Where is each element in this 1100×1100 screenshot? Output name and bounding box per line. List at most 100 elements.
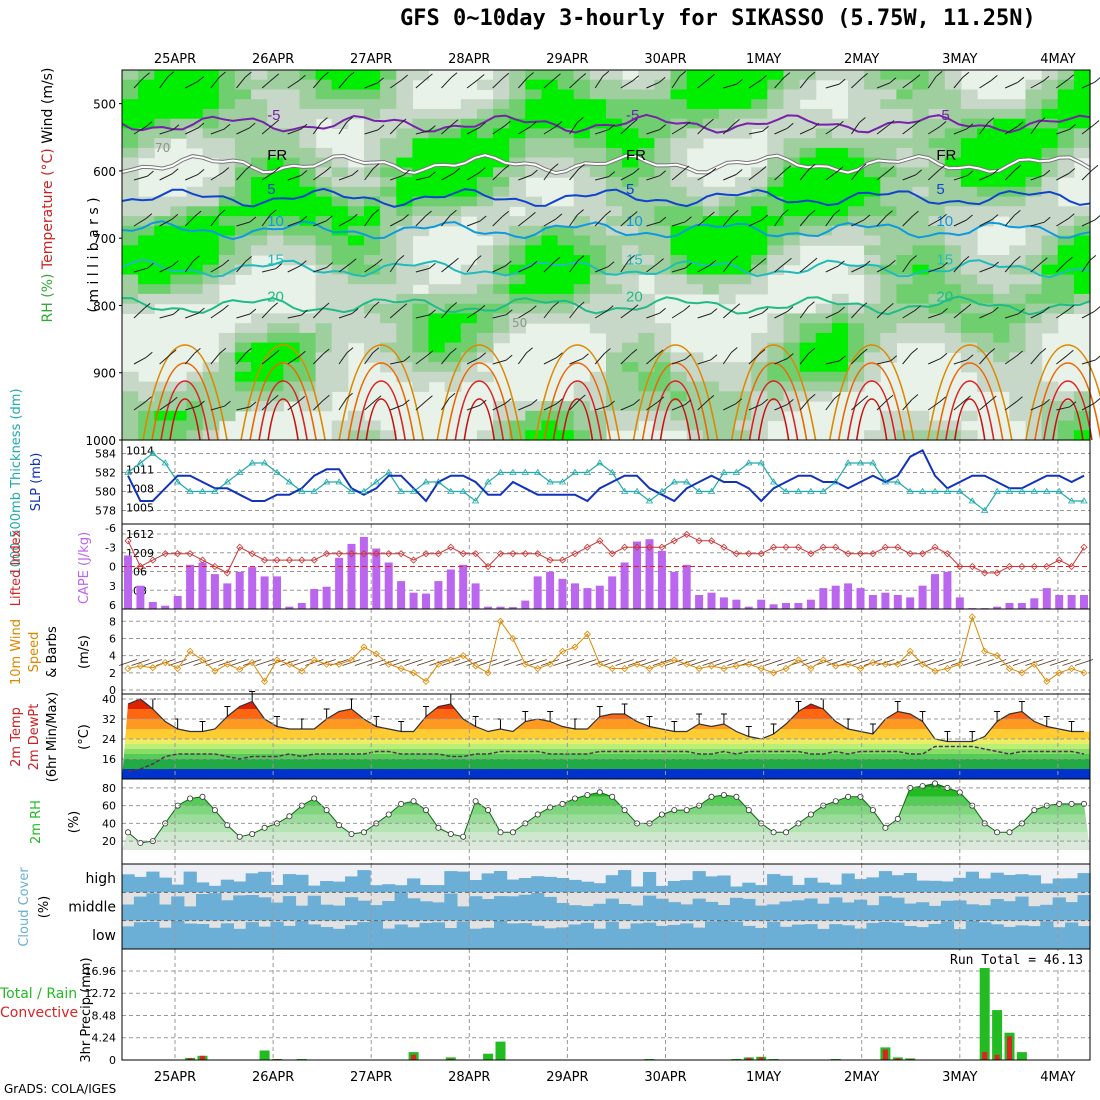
rh-cell — [396, 196, 413, 207]
rh-cell — [686, 352, 704, 363]
wind-barb — [236, 261, 246, 273]
wind-barb-flag — [555, 121, 563, 127]
rh-cell — [1057, 157, 1075, 168]
rh-cell — [412, 313, 430, 324]
rh-cell — [670, 167, 688, 178]
rh-cell — [783, 362, 801, 373]
cloud-bar — [705, 901, 719, 921]
rh-cell — [493, 245, 510, 256]
rh-cell — [509, 420, 526, 431]
rh-cell — [993, 108, 1010, 120]
wind-speed-marker — [261, 677, 269, 685]
rh-cell — [138, 147, 155, 159]
wind-barb-flag — [577, 301, 585, 308]
rh-cell — [1041, 89, 1059, 100]
rh-cell — [751, 342, 768, 353]
wind-barb-flag — [786, 306, 794, 313]
rh-cell — [202, 99, 220, 110]
cloud-bar — [208, 893, 222, 921]
wind-barb — [543, 218, 557, 227]
rh-cell — [202, 196, 220, 207]
rh-cell — [670, 128, 688, 139]
cape-bar — [906, 597, 915, 609]
wind-barb-flag — [147, 262, 154, 269]
wind-barb-flag — [992, 261, 999, 268]
rh-cell — [541, 216, 559, 227]
rh-cell — [622, 108, 639, 120]
rh-cell — [186, 284, 204, 295]
cloud-bar — [270, 902, 284, 921]
wind-barb — [722, 214, 733, 227]
wind10m-barb — [503, 659, 523, 666]
rh-cell — [912, 79, 930, 90]
wind-barb-flag — [347, 71, 355, 78]
rh-cell — [509, 264, 526, 275]
rh-cell — [896, 255, 914, 266]
rh-cell — [396, 245, 413, 256]
warm-contour — [730, 344, 817, 441]
wind-barb-flag — [808, 71, 816, 78]
rh-cell — [815, 138, 833, 149]
rh-cell — [541, 293, 559, 305]
cloud-bar — [518, 923, 532, 949]
rh-cell — [493, 323, 510, 334]
wind-barb-flag — [197, 122, 205, 129]
rh-cell — [1041, 128, 1059, 139]
rh-cell — [493, 118, 510, 129]
thickness-marker — [794, 487, 803, 494]
thickness-marker — [782, 487, 790, 494]
rh-cell — [702, 274, 720, 285]
rh-cell — [493, 108, 510, 120]
rh-cell — [154, 255, 171, 266]
rh-cell — [638, 138, 655, 149]
rh-cell — [654, 381, 672, 392]
rh-cell — [493, 225, 510, 237]
rh-cell — [573, 147, 591, 159]
rh-cell — [493, 313, 510, 324]
wind-barb — [313, 220, 327, 227]
rh-cell — [283, 352, 300, 363]
thickness-marker — [397, 487, 405, 494]
wind-barb-flag — [222, 259, 230, 266]
wind-barb — [953, 308, 966, 319]
wind-speed-marker — [621, 664, 629, 673]
wind-barb-flag — [708, 211, 715, 218]
rh-cell — [848, 303, 865, 314]
wind-speed-marker — [211, 667, 219, 675]
rh-cell — [315, 216, 333, 227]
wind-barb — [595, 176, 609, 181]
rh-cell — [396, 89, 413, 100]
rh-marker — [323, 807, 330, 814]
li-marker — [211, 562, 219, 571]
wind-barb-flag — [709, 167, 717, 174]
wind-barb-flag — [1094, 306, 1100, 312]
warm-contour — [552, 380, 603, 441]
rh-marker — [671, 807, 678, 814]
cloud-bar — [829, 884, 843, 893]
wind-barb — [441, 352, 451, 365]
rh-cell — [267, 128, 284, 139]
thickness-marker — [260, 459, 269, 466]
li-marker — [621, 543, 629, 551]
wind-barb — [261, 214, 271, 227]
rh-cell — [960, 235, 978, 246]
rh-cell — [751, 186, 768, 198]
rh-cell — [702, 235, 720, 246]
rh-cell — [638, 167, 655, 178]
rh-cell — [912, 186, 930, 198]
wind-barb — [441, 124, 453, 135]
rh-cell — [735, 177, 752, 188]
rh-marker — [783, 829, 790, 836]
thickness-marker — [1018, 487, 1026, 494]
rh-cell — [364, 284, 381, 295]
cloud-bar — [307, 895, 321, 921]
wind-barb-flag — [578, 163, 585, 170]
wind-barb-flag — [249, 216, 257, 223]
rh-cell — [1041, 293, 1059, 305]
rh-cell — [573, 274, 591, 285]
cloud-bar — [1052, 897, 1066, 921]
rh-cell — [831, 147, 849, 159]
wind-barb — [415, 267, 430, 273]
rh-cell — [122, 147, 139, 159]
rh-cell — [525, 284, 542, 295]
